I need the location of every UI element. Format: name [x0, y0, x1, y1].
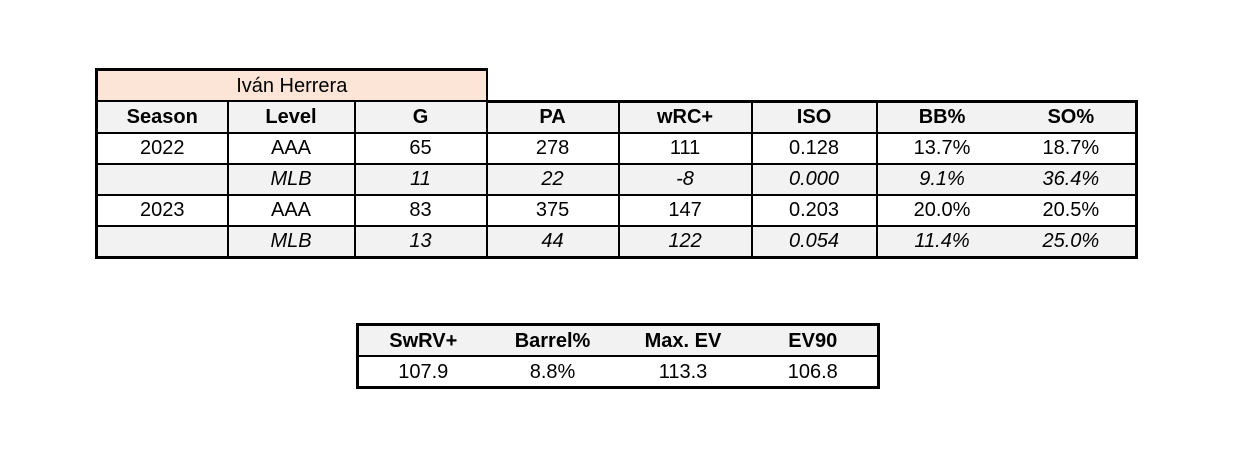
- cell-bb-pct: 20.0%: [875, 193, 1007, 227]
- cell-pa: 375: [485, 193, 620, 227]
- cell-bb-pct: 13.7%: [875, 131, 1007, 165]
- cell-g: 11: [353, 162, 488, 196]
- cell-season: [95, 224, 229, 259]
- cell-pa: 44: [485, 224, 620, 259]
- col-header-swrv-plus: SwRV+: [357, 324, 488, 357]
- cell-g: 83: [353, 193, 488, 227]
- cell-iso: 0.128: [750, 131, 878, 165]
- cell-wrc-plus: 147: [617, 193, 753, 227]
- col-header-barrel-pct: Barrel%: [487, 324, 618, 357]
- col-header-bb-pct: BB%: [875, 99, 1007, 134]
- cell-wrc-plus: 122: [617, 224, 753, 259]
- col-header-iso: ISO: [750, 99, 878, 134]
- cell-max-ev: 113.3: [617, 356, 749, 388]
- table-row-2023-mlb: MLB 13 44 122 0.054 11.4% 25.0%: [95, 224, 1139, 259]
- cell-iso: 0.054: [750, 224, 878, 259]
- table-row-2022-aaa: 2022 AAA 65 278 111 0.128 13.7% 18.7%: [95, 131, 1139, 165]
- cell-bb-pct: 11.4%: [875, 224, 1007, 259]
- cell-barrel-pct: 8.8%: [487, 356, 618, 388]
- cell-g: 13: [353, 224, 488, 259]
- cell-level: MLB: [226, 162, 356, 196]
- player-name-title: Iván Herrera: [94, 68, 488, 102]
- cell-wrc-plus: -8: [617, 162, 753, 196]
- col-header-level: Level: [226, 100, 356, 134]
- batted-ball-summary-table: SwRV+ Barrel% Max. EV EV90 107.9 8.8% 11…: [356, 323, 880, 389]
- cell-so-pct: 36.4%: [1006, 162, 1139, 196]
- player-stats-table: Iván Herrera Season Level G PA wRC+ ISO …: [94, 68, 1139, 259]
- table-row-batted-ball: 107.9 8.8% 113.3 106.8: [357, 356, 879, 388]
- col-header-ev90: EV90: [748, 324, 879, 357]
- cell-wrc-plus: 111: [617, 131, 753, 165]
- cell-pa: 22: [485, 162, 620, 196]
- table-row-2023-aaa: 2023 AAA 83 375 147 0.203 20.0% 20.5%: [95, 193, 1139, 227]
- cell-level: MLB: [226, 224, 356, 259]
- col-header-season: Season: [95, 100, 229, 134]
- cell-so-pct: 25.0%: [1006, 224, 1139, 259]
- cell-pa: 278: [485, 131, 620, 165]
- cell-swrv-plus: 107.9: [357, 356, 488, 388]
- col-header-g: G: [353, 100, 488, 134]
- cell-season: [95, 162, 229, 196]
- cell-level: AAA: [226, 193, 356, 227]
- cell-so-pct: 20.5%: [1006, 193, 1139, 227]
- col-header-wrc-plus: wRC+: [617, 99, 753, 134]
- empty-space: [487, 70, 1137, 102]
- cell-bb-pct: 9.1%: [875, 162, 1007, 196]
- table-row-2022-mlb: MLB 11 22 -8 0.000 9.1% 36.4%: [95, 162, 1139, 196]
- cell-g: 65: [353, 131, 488, 165]
- cell-iso: 0.203: [750, 193, 878, 227]
- cell-level: AAA: [226, 131, 356, 165]
- cell-season: 2023: [95, 193, 229, 227]
- col-header-so-pct: SO%: [1006, 99, 1139, 134]
- col-header-pa: PA: [485, 99, 620, 134]
- col-header-max-ev: Max. EV: [617, 324, 749, 357]
- cell-so-pct: 18.7%: [1006, 131, 1139, 165]
- cell-season: 2022: [95, 131, 229, 165]
- cell-iso: 0.000: [750, 162, 878, 196]
- cell-ev90: 106.8: [748, 356, 879, 388]
